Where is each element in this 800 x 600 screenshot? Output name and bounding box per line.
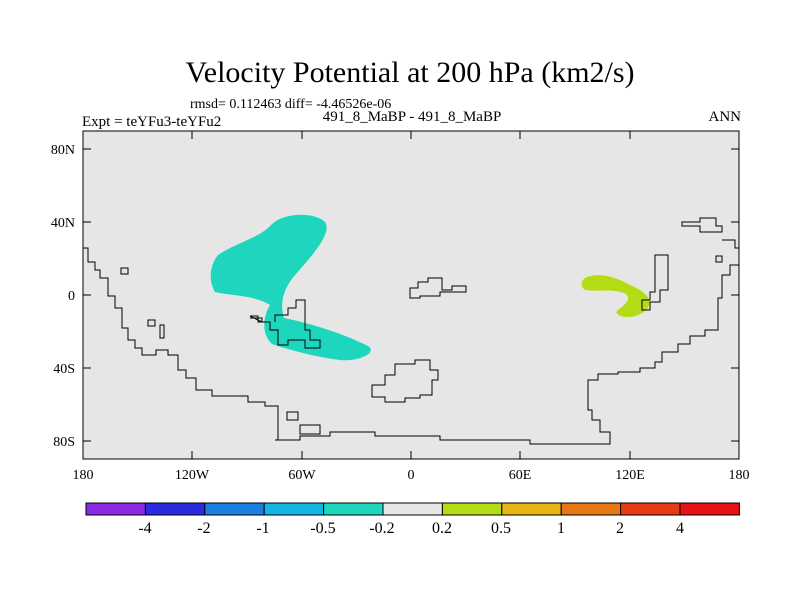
colorbar-box bbox=[85, 502, 146, 516]
colorbar-labels: -4 -2 -1 -0.5 -0.2 0.2 0.5 1 2 4 bbox=[138, 520, 684, 537]
experiment-label: Expt = teYFu3-teYFu2 bbox=[82, 114, 221, 130]
chart-title: Velocity Potential at 200 hPa (km2/s) bbox=[185, 56, 634, 89]
negative-anomaly-region bbox=[210, 214, 371, 361]
colorbar-label: -1 bbox=[256, 520, 269, 537]
colorbar-box bbox=[144, 502, 206, 516]
colorbar-box bbox=[679, 502, 740, 516]
colorbar-box bbox=[560, 502, 622, 516]
colorbar-label: -0.5 bbox=[310, 520, 335, 537]
positive-anomaly-region bbox=[581, 275, 650, 318]
x-tick-label: 60W bbox=[288, 468, 316, 483]
colorbar-label: 2 bbox=[616, 520, 624, 537]
colorbar-box bbox=[620, 502, 681, 516]
y-tick-label: 80N bbox=[51, 143, 75, 158]
stats-line: rmsd= 0.112463 diff= -4.46526e-06 bbox=[190, 97, 391, 112]
x-tick-label: 120W bbox=[175, 468, 210, 483]
colorbar-box bbox=[501, 502, 562, 516]
case-label: 491_8_MaBP - 491_8_MaBP bbox=[323, 109, 502, 125]
colorbar-label: 1 bbox=[557, 520, 565, 537]
coastlines bbox=[83, 217, 739, 445]
y-tick-label: 40S bbox=[53, 362, 75, 377]
y-tick-label: 80S bbox=[53, 435, 75, 450]
x-tick-label: 0 bbox=[408, 468, 415, 483]
map-panel: 80N 40N 0 40S 80S 180 120W 60W 0 60E 120… bbox=[51, 130, 750, 483]
colorbar-label: 0.5 bbox=[491, 520, 511, 537]
colorbar-label: 4 bbox=[676, 520, 684, 537]
colorbar-box bbox=[323, 502, 384, 516]
x-tick-label: 180 bbox=[73, 468, 94, 483]
colorbar-box bbox=[204, 502, 265, 516]
tick-marks bbox=[82, 131, 740, 459]
season-label: ANN bbox=[709, 109, 742, 125]
x-tick-label: 60E bbox=[509, 468, 532, 483]
colorbar-box bbox=[382, 502, 443, 516]
x-tick-label: 180 bbox=[729, 468, 750, 483]
colorbar-label: -2 bbox=[197, 520, 210, 537]
colorbar-box bbox=[441, 502, 503, 516]
y-tick-label: 40N bbox=[51, 216, 75, 231]
colorbar-label: 0.2 bbox=[432, 520, 452, 537]
colorbar-label: -4 bbox=[138, 520, 151, 537]
colorbar bbox=[85, 502, 740, 516]
colorbar-label: -0.2 bbox=[369, 520, 394, 537]
y-tick-label: 0 bbox=[68, 289, 75, 304]
x-tick-label: 120E bbox=[615, 468, 645, 483]
colorbar-box bbox=[263, 502, 325, 516]
